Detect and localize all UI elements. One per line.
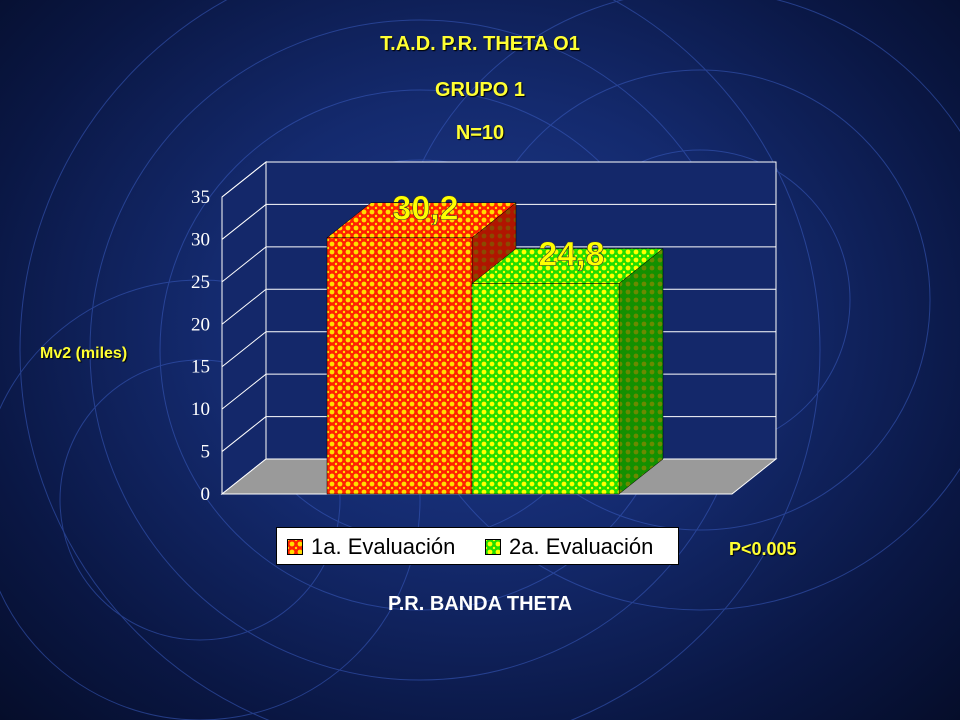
bar-value-label: 30,2 — [392, 190, 458, 228]
gridline-side — [221, 246, 267, 283]
bar-value-label: 24,8 — [538, 236, 604, 274]
p-value: P<0.005 — [729, 539, 797, 559]
gridline-side — [221, 161, 267, 198]
chart-subtitle-group: GRUPO 1 — [434, 79, 526, 101]
y-tick-label: 0 — [201, 484, 211, 505]
gridline-side — [221, 416, 267, 452]
y-tick-label: 30 — [191, 229, 210, 250]
bar-2 — [471, 248, 664, 495]
bar-front — [471, 283, 620, 495]
y-tick-label: 10 — [191, 399, 210, 420]
legend-item-2: 2a. Evaluación — [485, 534, 653, 560]
gridline-side — [221, 204, 267, 240]
gridline-side — [221, 288, 267, 325]
gridline-side — [221, 373, 267, 410]
side-wall — [221, 160, 267, 496]
y-tick-label: 15 — [191, 357, 210, 378]
x-axis-label: P.R. BANDA THETA — [387, 593, 573, 615]
chart-subtitle-n: N=10 — [455, 122, 505, 144]
y-axis-label: Mv2 (miles) — [40, 345, 128, 362]
bar-front — [326, 237, 473, 495]
y-tick-label: 5 — [201, 442, 211, 463]
legend-item-1: 1a. Evaluación — [287, 534, 455, 560]
legend-swatch-2 — [485, 539, 501, 555]
legend-label-2: 2a. Evaluación — [509, 534, 654, 559]
legend-label-1: 1a. Evaluación — [311, 534, 456, 559]
gridline-side — [221, 331, 267, 368]
y-tick-label: 35 — [191, 187, 210, 208]
y-tick-label: 20 — [191, 314, 210, 335]
bar-side — [618, 248, 664, 495]
legend: 1a. Evaluación 2a. Evaluación — [276, 527, 679, 565]
y-tick-label: 25 — [191, 272, 210, 293]
legend-swatch-1 — [287, 539, 303, 555]
chart-title: T.A.D. P.R. THETA O1 — [380, 33, 580, 55]
